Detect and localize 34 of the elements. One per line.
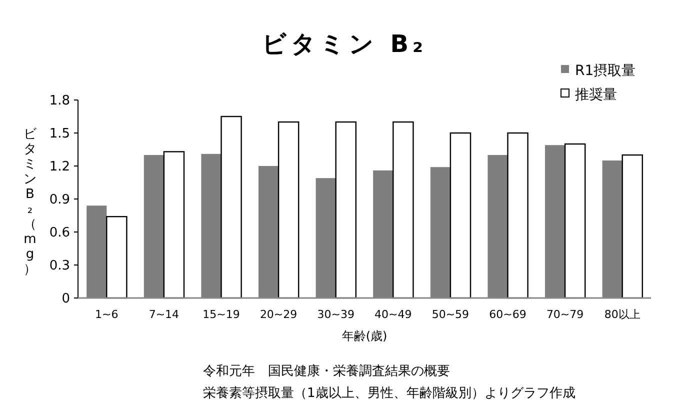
y-tick-label: 0.9 xyxy=(49,192,70,208)
bar xyxy=(106,216,128,299)
x-tick-label: 30~39 xyxy=(317,308,354,321)
x-tick-label: 20~29 xyxy=(260,308,298,321)
y-tick-label: 0.3 xyxy=(49,258,70,274)
y-tick-label: 1.2 xyxy=(49,160,70,175)
x-tick-label: 50~59 xyxy=(432,308,470,321)
x-tick-label: 15~19 xyxy=(202,308,240,321)
x-tick-label: 60~69 xyxy=(489,308,526,321)
legend-label: 推奨量 xyxy=(575,86,617,103)
text: ビタミンB₂（mg） xyxy=(24,127,36,277)
x-axis-title: 年齢(歳) xyxy=(342,329,388,343)
x-tick-label: 40~49 xyxy=(374,308,412,321)
y-tick-label: 0.6 xyxy=(49,226,70,241)
x-tick-label: 1~6 xyxy=(95,308,118,321)
y-tick-label: 1.8 xyxy=(49,94,70,109)
bar xyxy=(507,132,528,299)
x-tick-label: 80以上 xyxy=(604,308,640,321)
bar xyxy=(220,116,242,299)
legend-label: R1摂取量 xyxy=(575,62,636,79)
text: 令和元年 国民健康・栄養調査結果の概要 xyxy=(203,364,450,379)
text: 栄養素等摂取量（1歳以上、男性、年齢階級別）よりグラフ作成 xyxy=(203,386,576,401)
bar xyxy=(392,121,414,299)
bar xyxy=(278,121,300,299)
chart-title: ビタミン B₂ xyxy=(262,30,428,58)
x-tick-label: 70~79 xyxy=(546,308,584,321)
bar xyxy=(450,132,472,299)
bar xyxy=(335,121,357,299)
y-tick-label: 0 xyxy=(62,292,70,307)
x-tick-label: 7~14 xyxy=(148,308,180,321)
bar xyxy=(622,154,644,299)
y-tick-label: 1.5 xyxy=(49,126,70,142)
bar xyxy=(163,151,185,299)
bar xyxy=(564,143,586,299)
